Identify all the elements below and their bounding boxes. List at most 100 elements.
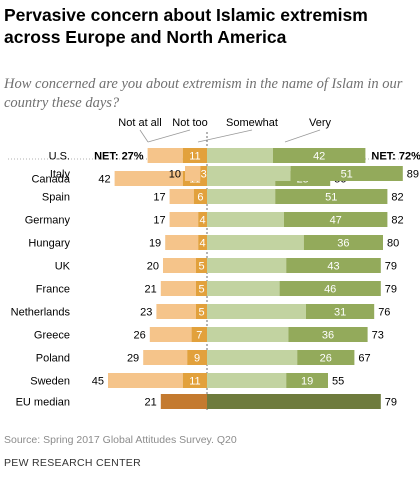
bar-not-too-italy xyxy=(200,166,207,181)
bar-not-too-u-s- xyxy=(182,148,207,163)
bar-not-at-all-u-s- xyxy=(147,148,183,163)
bar-very-u-s- xyxy=(273,148,366,163)
total-concerned-spain: 82 xyxy=(391,192,403,204)
value-not-too-spain: 6 xyxy=(197,192,203,204)
bar-somewhat-germany xyxy=(207,212,284,227)
bar-not-too-uk xyxy=(196,258,207,273)
value-very-spain: 51 xyxy=(325,192,337,204)
value-not-too-poland: 9 xyxy=(194,353,200,365)
row-label-spain: Spain xyxy=(42,192,70,204)
row-label-hungary: Hungary xyxy=(28,238,70,250)
bar-not-too-spain xyxy=(193,189,207,204)
value-not-too-u-s-: 11 xyxy=(189,151,200,163)
bar-not-at-all-poland xyxy=(143,350,188,365)
bar-very-italy xyxy=(290,166,403,181)
bar-very-greece xyxy=(288,327,368,342)
bar-not-too-sweden xyxy=(182,373,207,388)
bar-not-at-all-sweden xyxy=(108,373,183,388)
bar-not-too-hungary xyxy=(198,235,207,250)
legend-label-1: Not too xyxy=(172,117,207,129)
bar-not-too-greece xyxy=(191,327,207,342)
total-concerned-uk: 79 xyxy=(385,261,397,273)
bar-not-at-all-canada xyxy=(114,171,183,186)
total-concerned-sweden: 55 xyxy=(332,376,344,388)
total-concerned-italy: 89 xyxy=(407,169,419,181)
bar-somewhat-netherlands xyxy=(207,304,306,319)
value-very-france: 46 xyxy=(324,284,336,296)
value-very-sweden: 19 xyxy=(301,376,313,388)
bar-not-at-all-hungary xyxy=(165,235,199,250)
bar-not-at-all-spain xyxy=(169,189,194,204)
bar-not-at-all-italy xyxy=(185,166,201,181)
row-label-netherlands: Netherlands xyxy=(11,307,71,319)
total-not-netherlands: 23 xyxy=(140,307,152,319)
bar-somewhat-u-s- xyxy=(207,148,273,163)
total-not-germany: 17 xyxy=(153,215,165,227)
bar-somewhat-poland xyxy=(207,350,298,365)
row-label-france: France xyxy=(36,284,70,296)
total-not-poland: 29 xyxy=(127,353,139,365)
total-concerned-eu-median: 79 xyxy=(385,397,397,409)
value-not-too-hungary: 4 xyxy=(200,238,206,250)
value-not-too-germany: 4 xyxy=(200,215,206,227)
total-not-italy: 10 xyxy=(169,169,181,181)
bar-very-hungary xyxy=(303,235,383,250)
bar-very-poland xyxy=(297,350,355,365)
total-not-greece: 26 xyxy=(134,330,146,342)
row-label-italy: Italy xyxy=(50,169,71,181)
row-label-poland: Poland xyxy=(36,353,70,365)
row-label-canada: Canada xyxy=(31,174,70,186)
organization-name: PEW RESEARCH CENTER xyxy=(4,457,141,469)
source-note: Source: Spring 2017 Global Attitudes Sur… xyxy=(4,434,237,446)
bar-somewhat-uk xyxy=(207,258,287,273)
bar-very-germany xyxy=(284,212,388,227)
row-label-greece: Greece xyxy=(34,330,70,342)
total-concerned-greece: 73 xyxy=(372,330,384,342)
total-not-hungary: 19 xyxy=(149,238,161,250)
value-not-too-sweden: 11 xyxy=(189,376,200,388)
legend-label-0: Not at all xyxy=(118,117,161,129)
bar-somewhat-spain xyxy=(207,189,276,204)
value-very-italy: 51 xyxy=(341,169,353,181)
bar-very-spain xyxy=(275,189,388,204)
bar-median-not-concerned xyxy=(160,394,207,409)
value-very-poland: 26 xyxy=(320,353,332,365)
row-label-sweden: Sweden xyxy=(30,376,70,388)
bar-very-france xyxy=(279,281,381,296)
bar-not-too-netherlands xyxy=(196,304,207,319)
chart-title: Pervasive concern about Islamic extremis… xyxy=(4,5,368,47)
total-not-canada: 42 xyxy=(98,174,110,186)
bar-very-sweden xyxy=(286,373,328,388)
total-concerned-poland: 67 xyxy=(358,353,370,365)
total-not-spain: 17 xyxy=(153,192,165,204)
bar-not-too-france xyxy=(196,281,207,296)
total-not-uk: 20 xyxy=(147,261,159,273)
value-not-too-netherlands: 5 xyxy=(198,307,204,319)
bar-somewhat-hungary xyxy=(207,235,304,250)
bar-not-at-all-greece xyxy=(149,327,192,342)
net-concerned-u-s-: NET: 72% xyxy=(371,151,420,163)
bar-not-at-all-uk xyxy=(163,258,196,273)
total-concerned-germany: 82 xyxy=(391,215,403,227)
row-label-uk: UK xyxy=(55,261,71,273)
value-very-germany: 47 xyxy=(330,215,342,227)
total-not-france: 21 xyxy=(145,284,157,296)
chart-subtitle: How concerned are you about extremism in… xyxy=(4,76,403,111)
value-not-too-greece: 7 xyxy=(196,330,202,342)
value-very-hungary: 36 xyxy=(337,238,349,250)
value-very-greece: 36 xyxy=(322,330,334,342)
bar-not-too-poland xyxy=(187,350,207,365)
bar-not-at-all-france xyxy=(160,281,196,296)
bar-somewhat-sweden xyxy=(207,373,287,388)
bar-very-uk xyxy=(286,258,381,273)
value-not-too-italy: 3 xyxy=(201,169,207,181)
total-not-eu-median: 21 xyxy=(145,397,157,409)
total-concerned-france: 79 xyxy=(385,284,397,296)
value-not-too-uk: 5 xyxy=(198,261,204,273)
row-label-u-s-: U.S. xyxy=(49,151,70,163)
total-concerned-hungary: 80 xyxy=(387,238,399,250)
bar-not-too-germany xyxy=(198,212,207,227)
legend-label-3: Very xyxy=(309,117,332,129)
bar-median-concerned xyxy=(207,394,381,409)
total-not-sweden: 45 xyxy=(92,376,104,388)
